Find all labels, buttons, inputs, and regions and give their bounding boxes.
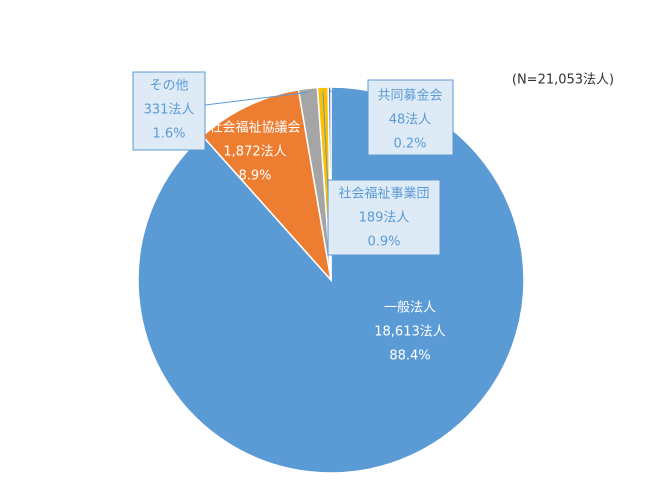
data-label-value: 48法人 (389, 113, 432, 128)
pie-slice (327, 86, 332, 281)
data-label-name: 一般法人 (384, 300, 436, 316)
data-label-value: 18,613法人 (374, 325, 446, 340)
data-label-value: 1,872法人 (223, 145, 286, 160)
data-label-name: その他 (149, 79, 188, 94)
callout-line (329, 90, 369, 101)
data-label-name: 社会福祉協議会 (209, 120, 300, 136)
data-label-percent: 1.6% (152, 127, 185, 142)
callout-line (322, 91, 329, 191)
data-label-percent: 0.9% (367, 235, 400, 250)
data-label-name: 共同募金会 (377, 88, 442, 104)
data-label-value: 189法人 (359, 211, 410, 226)
callout-line (204, 91, 309, 106)
chart-note: (N=21,053法人) (512, 73, 614, 88)
data-label-percent: 88.4% (389, 349, 430, 364)
data-label-value: 331法人 (144, 103, 195, 118)
data-label-name: 社会福祉事業団 (338, 186, 429, 202)
label-box (132, 71, 206, 151)
label-box (367, 79, 454, 156)
data-label-percent: 0.2% (393, 137, 426, 152)
label-box (327, 179, 441, 256)
data-label-percent: 8.9% (238, 169, 271, 184)
